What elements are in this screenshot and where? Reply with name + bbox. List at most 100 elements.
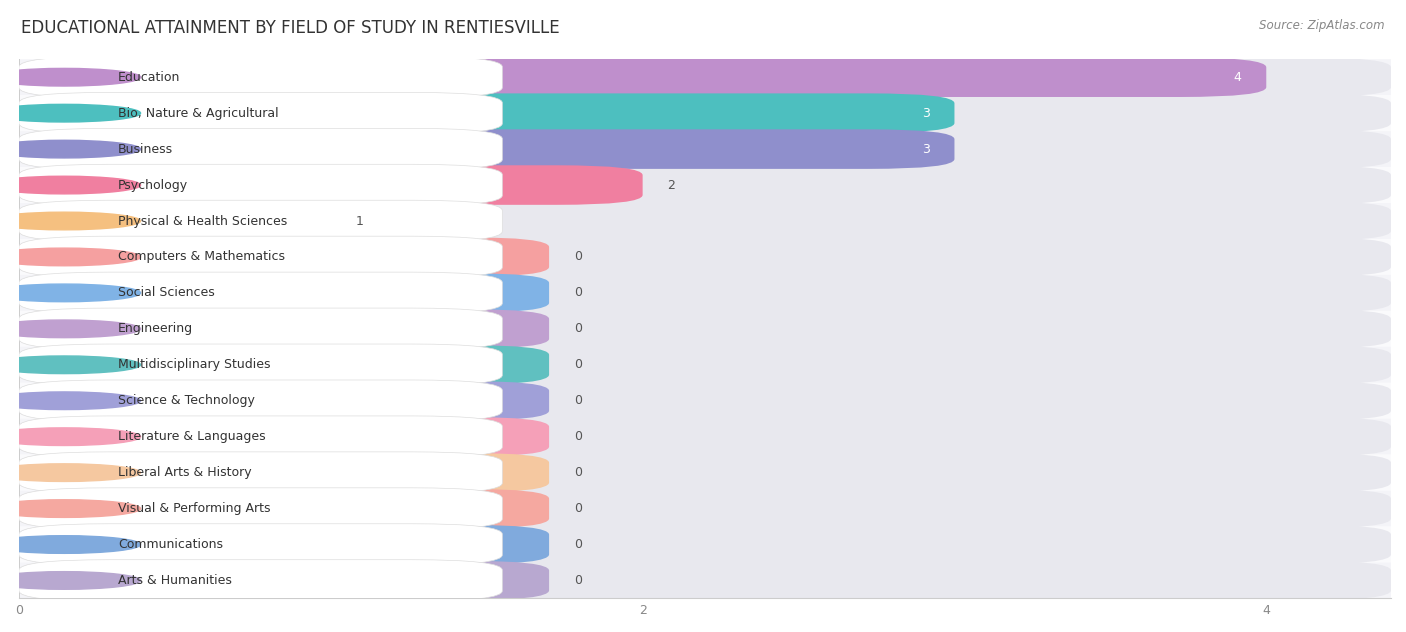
FancyBboxPatch shape xyxy=(20,525,1391,564)
Circle shape xyxy=(0,464,141,482)
Text: 4: 4 xyxy=(1233,71,1241,83)
FancyBboxPatch shape xyxy=(20,380,502,422)
FancyBboxPatch shape xyxy=(20,347,1391,383)
FancyBboxPatch shape xyxy=(20,525,550,564)
FancyBboxPatch shape xyxy=(20,275,1391,311)
FancyBboxPatch shape xyxy=(20,200,502,242)
Text: Literature & Languages: Literature & Languages xyxy=(118,430,266,443)
FancyBboxPatch shape xyxy=(20,417,550,456)
FancyBboxPatch shape xyxy=(20,203,1391,239)
FancyBboxPatch shape xyxy=(20,128,502,170)
FancyBboxPatch shape xyxy=(20,58,1267,97)
Text: 0: 0 xyxy=(574,322,582,336)
Circle shape xyxy=(0,572,141,589)
FancyBboxPatch shape xyxy=(20,453,550,492)
FancyBboxPatch shape xyxy=(20,463,1391,482)
FancyBboxPatch shape xyxy=(20,489,1391,528)
Text: 0: 0 xyxy=(574,538,582,551)
FancyBboxPatch shape xyxy=(20,103,1391,123)
FancyBboxPatch shape xyxy=(20,166,1391,205)
FancyBboxPatch shape xyxy=(20,561,550,600)
Circle shape xyxy=(0,284,141,301)
FancyBboxPatch shape xyxy=(20,453,1391,492)
Circle shape xyxy=(0,500,141,518)
Text: Psychology: Psychology xyxy=(118,179,188,191)
FancyBboxPatch shape xyxy=(20,535,1391,554)
Circle shape xyxy=(0,428,141,446)
Text: Bio, Nature & Agricultural: Bio, Nature & Agricultural xyxy=(118,107,278,119)
FancyBboxPatch shape xyxy=(20,560,502,601)
FancyBboxPatch shape xyxy=(20,283,1391,303)
FancyBboxPatch shape xyxy=(20,239,1391,275)
FancyBboxPatch shape xyxy=(20,391,1391,411)
FancyBboxPatch shape xyxy=(20,489,550,528)
FancyBboxPatch shape xyxy=(20,499,1391,518)
FancyBboxPatch shape xyxy=(20,236,502,277)
FancyBboxPatch shape xyxy=(20,345,550,384)
FancyBboxPatch shape xyxy=(20,309,1391,349)
FancyBboxPatch shape xyxy=(20,68,1391,87)
FancyBboxPatch shape xyxy=(20,94,1391,133)
FancyBboxPatch shape xyxy=(20,164,502,206)
FancyBboxPatch shape xyxy=(20,526,1391,562)
FancyBboxPatch shape xyxy=(20,355,1391,375)
Text: 2: 2 xyxy=(668,179,675,191)
Circle shape xyxy=(0,392,141,410)
Circle shape xyxy=(0,320,141,337)
FancyBboxPatch shape xyxy=(20,95,1391,131)
Text: 1: 1 xyxy=(356,214,364,228)
Text: 0: 0 xyxy=(574,358,582,371)
Text: 0: 0 xyxy=(574,394,582,407)
FancyBboxPatch shape xyxy=(20,381,1391,420)
FancyBboxPatch shape xyxy=(20,490,1391,526)
FancyBboxPatch shape xyxy=(20,201,1391,241)
Text: Computers & Mathematics: Computers & Mathematics xyxy=(118,250,285,264)
Text: Visual & Performing Arts: Visual & Performing Arts xyxy=(118,502,270,515)
FancyBboxPatch shape xyxy=(20,273,1391,313)
FancyBboxPatch shape xyxy=(20,417,1391,456)
Text: 3: 3 xyxy=(922,143,929,155)
Text: 3: 3 xyxy=(922,107,929,119)
Text: Education: Education xyxy=(118,71,180,83)
FancyBboxPatch shape xyxy=(20,131,1391,167)
FancyBboxPatch shape xyxy=(20,139,1391,159)
Text: Multidisciplinary Studies: Multidisciplinary Studies xyxy=(118,358,270,371)
Circle shape xyxy=(0,536,141,554)
FancyBboxPatch shape xyxy=(20,383,1391,419)
FancyBboxPatch shape xyxy=(20,272,502,313)
FancyBboxPatch shape xyxy=(20,488,502,530)
FancyBboxPatch shape xyxy=(20,344,502,386)
FancyBboxPatch shape xyxy=(20,58,1391,97)
Text: Business: Business xyxy=(118,143,173,155)
Text: Science & Technology: Science & Technology xyxy=(118,394,254,407)
Text: Source: ZipAtlas.com: Source: ZipAtlas.com xyxy=(1260,19,1385,32)
FancyBboxPatch shape xyxy=(20,561,1391,600)
FancyBboxPatch shape xyxy=(20,166,643,205)
FancyBboxPatch shape xyxy=(20,345,1391,384)
FancyBboxPatch shape xyxy=(20,452,502,494)
FancyBboxPatch shape xyxy=(20,130,1391,169)
FancyBboxPatch shape xyxy=(20,308,502,349)
FancyBboxPatch shape xyxy=(20,319,1391,339)
FancyBboxPatch shape xyxy=(20,59,1391,95)
Text: 0: 0 xyxy=(574,286,582,300)
FancyBboxPatch shape xyxy=(20,524,502,565)
FancyBboxPatch shape xyxy=(20,167,1391,203)
FancyBboxPatch shape xyxy=(20,247,1391,267)
Text: Liberal Arts & History: Liberal Arts & History xyxy=(118,466,252,479)
FancyBboxPatch shape xyxy=(20,56,502,98)
Text: 0: 0 xyxy=(574,430,582,443)
FancyBboxPatch shape xyxy=(20,92,502,134)
Text: Social Sciences: Social Sciences xyxy=(118,286,215,300)
FancyBboxPatch shape xyxy=(20,237,550,277)
Text: EDUCATIONAL ATTAINMENT BY FIELD OF STUDY IN RENTIESVILLE: EDUCATIONAL ATTAINMENT BY FIELD OF STUDY… xyxy=(21,19,560,37)
Circle shape xyxy=(0,140,141,158)
Circle shape xyxy=(0,212,141,230)
FancyBboxPatch shape xyxy=(20,309,550,349)
FancyBboxPatch shape xyxy=(20,381,550,420)
Text: 0: 0 xyxy=(574,574,582,587)
Circle shape xyxy=(0,248,141,266)
Text: Communications: Communications xyxy=(118,538,224,551)
FancyBboxPatch shape xyxy=(20,273,550,313)
Text: Engineering: Engineering xyxy=(118,322,193,336)
